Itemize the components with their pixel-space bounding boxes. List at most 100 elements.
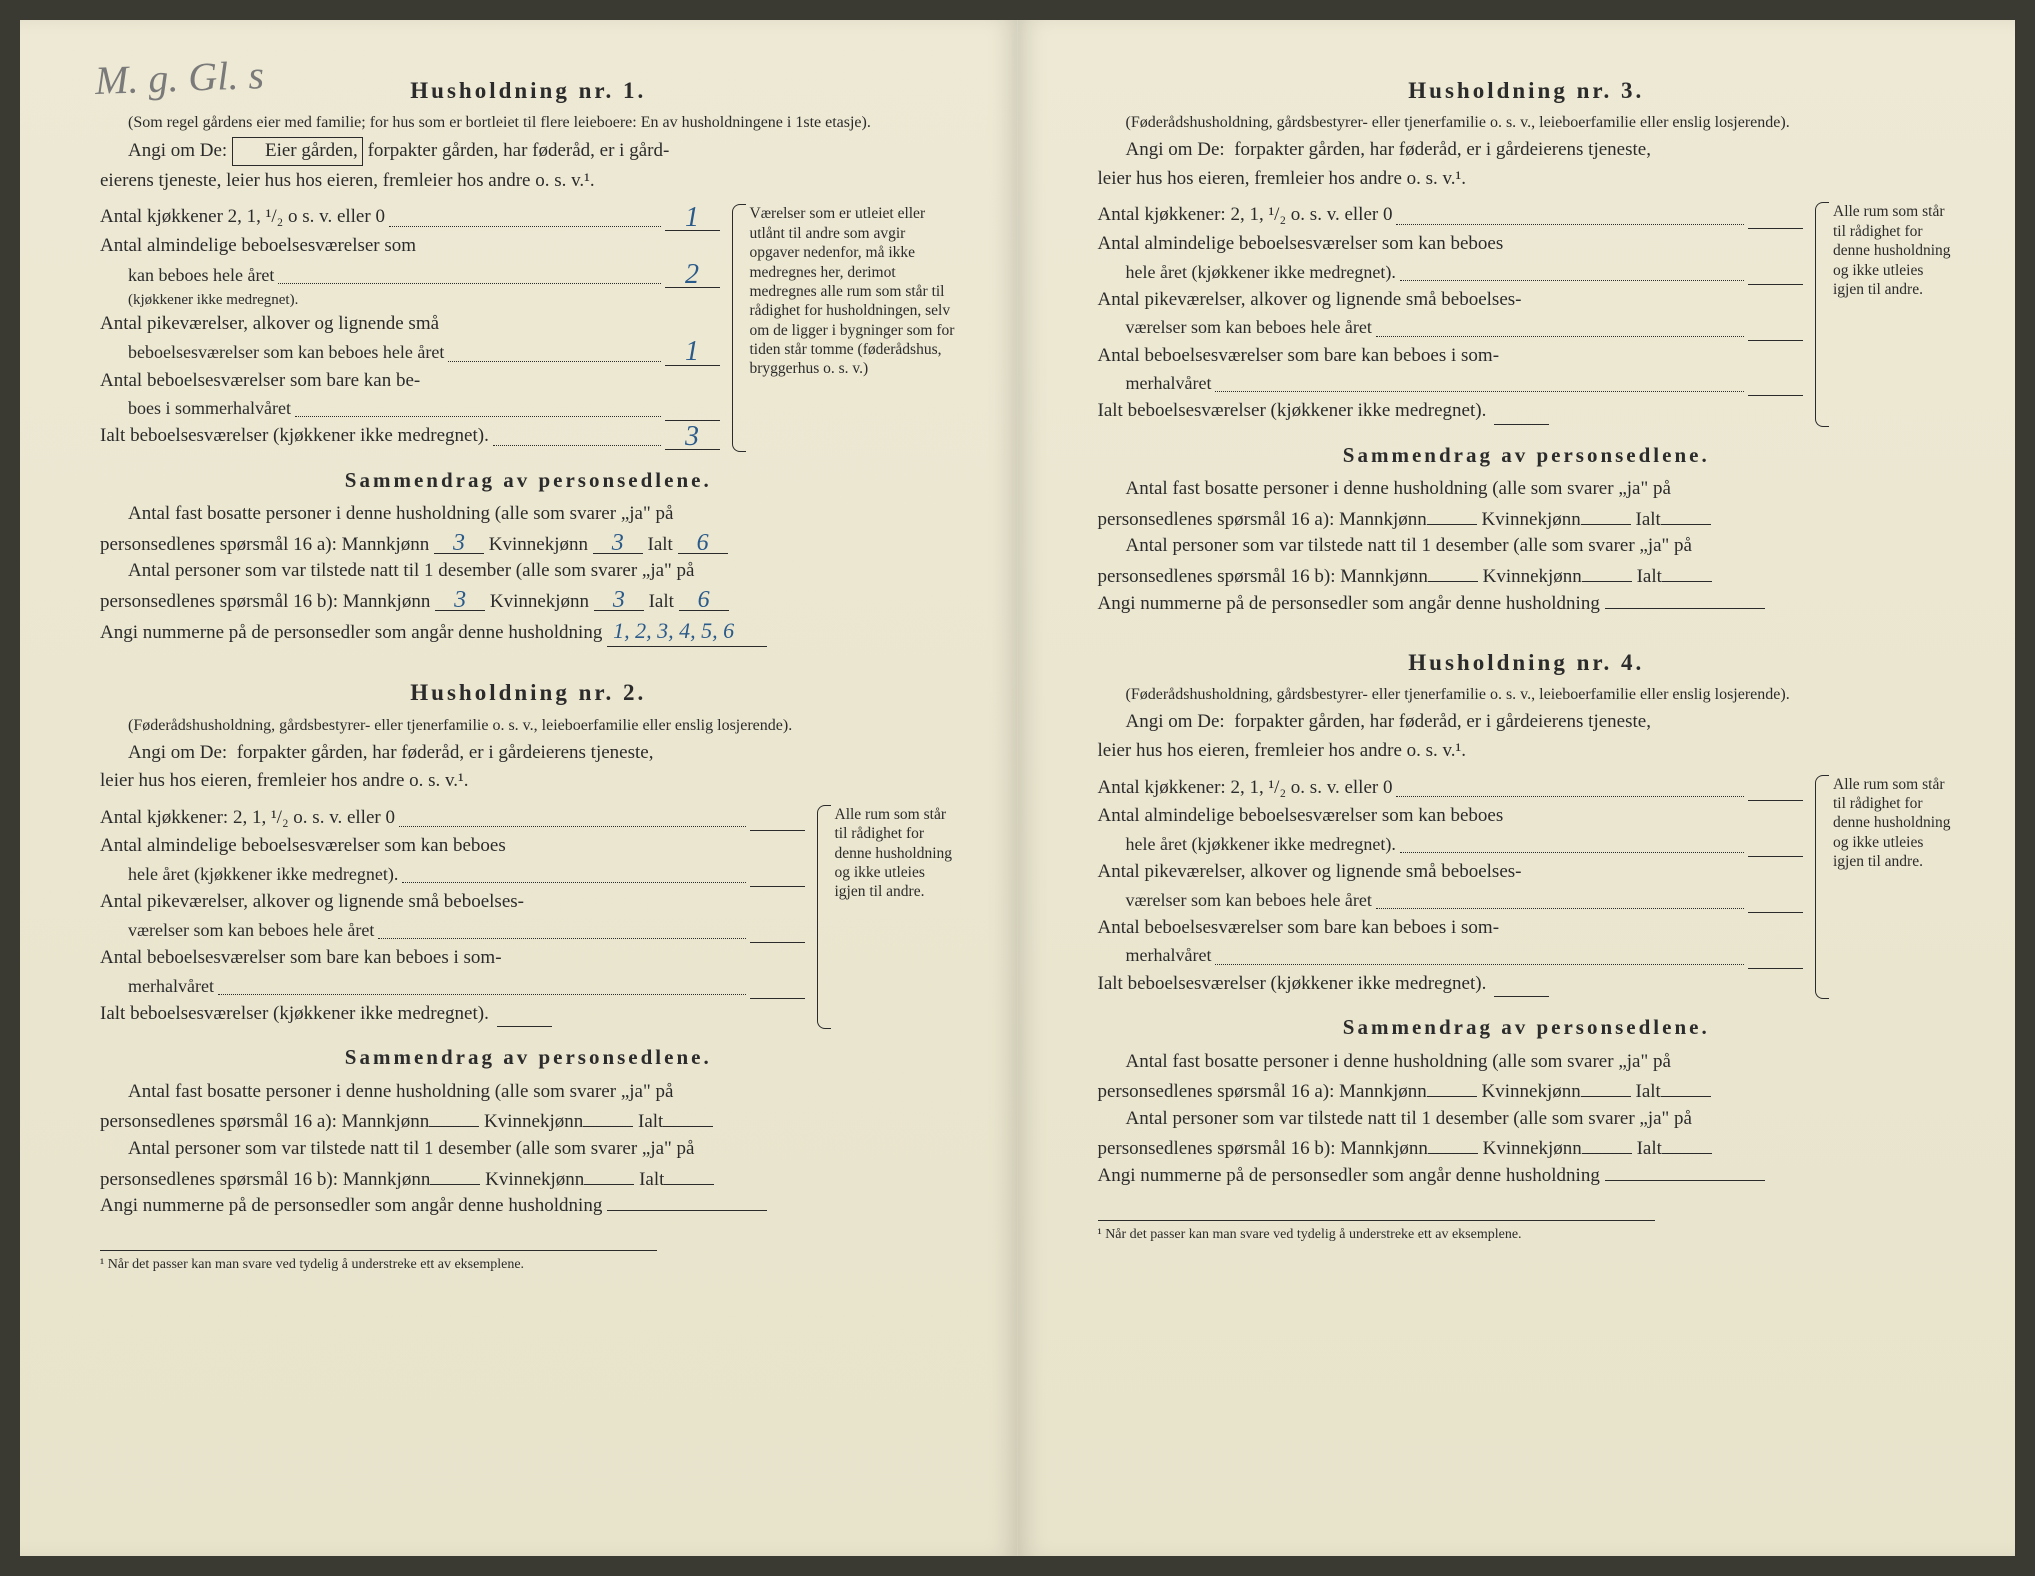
room-left: Antal kjøkkener 2, 1, ¹/₂ o s. v. eller … [100, 204, 720, 452]
household-3: Husholdning nr. 3. (Føderådshusholdning,… [1098, 75, 1956, 617]
alm-value: 2 [665, 262, 720, 288]
tilstede-line-b: personsedlenes spørsmål 16 b): Mannkjønn… [100, 589, 957, 616]
kvinne-b-value [1582, 581, 1632, 582]
document-spread: M. g. Gl. s Husholdning nr. 1. (Som rege… [20, 20, 2015, 1556]
ialt-label: Ialt [648, 534, 673, 555]
total-value [497, 1026, 552, 1027]
footnote: ¹ Når det passer kan man svare ved tydel… [1098, 1220, 1655, 1245]
tilstede-line-b: personsedlenes spørsmål 16 b): Mannkjønn… [100, 1167, 957, 1194]
pike-value [1748, 912, 1803, 913]
alm-label-b: hele året (kjøkkener ikke medregnet). [100, 862, 398, 887]
household-title: Husholdning nr. 2. [100, 677, 957, 709]
kitchens-label: Antal kjøkkener 2, 1, ¹/₂ o s. v. eller … [100, 204, 385, 231]
kvinne-label: Kvinnekjønn [1483, 566, 1582, 587]
footnote: ¹ Når det passer kan man svare ved tydel… [100, 1250, 657, 1275]
pike-value [1748, 340, 1803, 341]
ialt-a-value [1661, 1096, 1711, 1097]
household-subtitle: (Føderådshusholdning, gårdsbestyrer- ell… [1098, 113, 1956, 133]
fast-line-b: personsedlenes spørsmål 16 a): Mannkjønn… [100, 532, 957, 559]
kvinne-b-value: 3 [594, 591, 644, 611]
tilstede-line-a: Antal personer som var tilstede natt til… [100, 1136, 957, 1163]
kvinne-label: Kvinnekjønn [485, 1169, 584, 1190]
summer-label-b: merhalvåret [100, 974, 214, 999]
tilstede-line-b: personsedlenes spørsmål 16 b): Mannkjønn… [1098, 1136, 1956, 1163]
mann-label: personsedlenes spørsmål 16 b): Mannkjønn [1098, 566, 1428, 587]
household-1: Husholdning nr. 1. (Som regel gårdens ei… [100, 75, 957, 647]
angi-rest: forpakter gården, har føderåd, er i gård… [368, 140, 670, 161]
angi-line: Angi om De: forpakter gården, har føderå… [1098, 709, 1956, 736]
ialt-a-value: 6 [678, 534, 728, 554]
angi-line: Angi om De: forpakter gården, har føderå… [1098, 137, 1956, 164]
numbers-line: Angi nummerne på de personsedler som ang… [1098, 1163, 1956, 1190]
room-block: Antal kjøkkener: 2, 1, ¹/₂ o. s. v. elle… [100, 805, 957, 1030]
numbers-label: Angi nummerne på de personsedler som ang… [1098, 593, 1600, 614]
left-page: M. g. Gl. s Husholdning nr. 1. (Som rege… [20, 20, 1018, 1556]
kvinne-a-value [1581, 524, 1631, 525]
kitchens-value [1748, 228, 1803, 229]
mann-label: personsedlenes spørsmål 16 b): Mannkjønn [1098, 1138, 1428, 1159]
pike-label-b: værelser som kan beboes hele året [1098, 315, 1372, 340]
alm-label-a: Antal almindelige beboelsesværelser som … [1098, 231, 1504, 258]
household-subtitle: (Føderådshusholdning, gårdsbestyrer- ell… [100, 716, 957, 736]
numbers-value [1605, 608, 1765, 609]
owner-underlined: Eier gården, [232, 137, 363, 166]
alm-value [750, 886, 805, 887]
mann-b-value [1428, 581, 1478, 582]
sidenote: Alle rum som står til rådighet for denne… [817, 805, 957, 1030]
angi-label: Angi om De: [128, 742, 227, 763]
sidenote-text: Alle rum som står til rådighet for denne… [1833, 776, 1951, 871]
kvinne-label: Kvinnekjønn [1482, 1081, 1581, 1102]
brace-icon [732, 204, 746, 452]
kitchens-value [750, 830, 805, 831]
sidenote-text: Alle rum som står til rådighet for denne… [835, 806, 953, 901]
household-title: Husholdning nr. 4. [1098, 647, 1956, 679]
angi-line2: eierens tjeneste, leier hus hos eieren, … [100, 168, 957, 195]
summer-label-b: merhalvåret [1098, 371, 1212, 396]
numbers-line: Angi nummerne på de personsedler som ang… [1098, 591, 1956, 618]
alm-label-b: hele året (kjøkkener ikke medregnet). [1098, 832, 1396, 857]
total-value: 3 [665, 424, 720, 450]
summer-value [1748, 968, 1803, 969]
fast-line-a: Antal fast bosatte personer i denne hush… [1098, 476, 1956, 503]
kvinne-label: Kvinnekjønn [490, 591, 589, 612]
kitchen-note: (kjøkkener ikke medregnet). [100, 290, 720, 311]
kvinne-a-value [1581, 1096, 1631, 1097]
fast-line-a: Antal fast bosatte personer i denne hush… [100, 501, 957, 528]
alm-label-a: Antal almindelige beboelsesværelser som [100, 233, 416, 260]
kitchens-value: 1 [665, 205, 720, 231]
total-label: Ialt beboelsesværelser (kjøkkener ikke m… [1098, 398, 1487, 425]
numbers-label: Angi nummerne på de personsedler som ang… [100, 1195, 602, 1216]
ialt-b-value [664, 1184, 714, 1185]
ialt-label: Ialt [639, 1169, 664, 1190]
pike-label-a: Antal pikeværelser, alkover og lignende … [100, 889, 524, 916]
mann-a-value: 3 [434, 534, 484, 554]
ialt-b-value [1662, 581, 1712, 582]
angi-label: Angi om De: [128, 140, 227, 161]
tilstede-line-b: personsedlenes spørsmål 16 b): Mannkjønn… [1098, 564, 1956, 591]
summary-title: Sammendrag av personsedlene. [1098, 441, 1956, 470]
angi-line: Angi om De: Eier gården, forpakter gårde… [100, 137, 957, 166]
sidenote-text: Værelser som er utleiet eller utlånt til… [750, 205, 955, 377]
angi-line2: leier hus hos eieren, fremleier hos andr… [1098, 166, 1956, 193]
angi-rest: forpakter gården, har føderåd, er i gård… [237, 742, 654, 763]
household-4: Husholdning nr. 4. (Føderådshusholdning,… [1098, 647, 1956, 1189]
numbers-label: Angi nummerne på de personsedler som ang… [100, 622, 602, 643]
kitchens-value [1748, 800, 1803, 801]
mann-label: personsedlenes spørsmål 16 b): Mannkjønn [100, 1169, 430, 1190]
kitchens-label: Antal kjøkkener: 2, 1, ¹/₂ o. s. v. elle… [1098, 202, 1393, 229]
angi-label: Angi om De: [1126, 139, 1225, 160]
alm-label-a: Antal almindelige beboelsesværelser som … [1098, 803, 1504, 830]
alm-label-b: hele året (kjøkkener ikke medregnet). [1098, 260, 1396, 285]
fast-line-a: Antal fast bosatte personer i denne hush… [1098, 1049, 1956, 1076]
angi-line2: leier hus hos eieren, fremleier hos andr… [100, 768, 957, 795]
tilstede-line-a: Antal personer som var tilstede natt til… [1098, 533, 1956, 560]
summer-label-a: Antal beboelsesværelser som bare kan be- [100, 368, 420, 395]
kitchens-label: Antal kjøkkener: 2, 1, ¹/₂ o. s. v. elle… [1098, 775, 1393, 802]
brace-icon [1815, 202, 1829, 427]
room-block: Antal kjøkkener: 2, 1, ¹/₂ o. s. v. elle… [1098, 775, 1956, 1000]
pike-label-a: Antal pikeværelser, alkover og lignende … [1098, 287, 1522, 314]
brace-icon [817, 805, 831, 1030]
total-value [1494, 424, 1549, 425]
room-left: Antal kjøkkener: 2, 1, ¹/₂ o. s. v. elle… [1098, 775, 1804, 1000]
kvinne-label: Kvinnekjønn [1482, 509, 1581, 530]
